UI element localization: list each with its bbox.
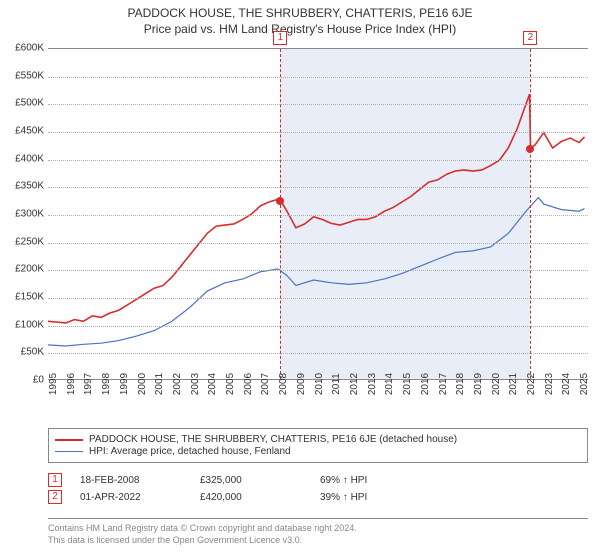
sales-price-1: £325,000 [200,475,320,486]
y-gridline [48,132,588,133]
x-tick: 2003 [190,373,201,395]
x-tick: 1996 [66,373,77,395]
x-tick: 1997 [83,373,94,395]
x-tick: 2015 [402,373,413,395]
sales-marker-2: 2 [48,490,62,504]
y-gridline [48,187,588,188]
sale-dot [276,197,284,205]
y-axis: £0£50K£100K£150K£200K£250K£300K£350K£400… [0,48,46,380]
sales-date-1: 18-FEB-2008 [80,475,200,486]
x-tick: 2013 [367,373,378,395]
x-tick: 2019 [473,373,484,395]
sale-vline [280,49,281,379]
sales-vshpi-2: 39% ↑ HPI [320,492,440,503]
legend-swatch-hpi [55,451,83,452]
y-gridline [48,77,588,78]
y-gridline [48,160,588,161]
series-price_paid [48,94,585,323]
sales-marker-1: 1 [48,473,62,487]
legend-row-price-paid: PADDOCK HOUSE, THE SHRUBBERY, CHATTERIS,… [55,434,581,445]
x-tick: 1999 [119,373,130,395]
y-tick: £600K [15,43,44,54]
chart-titles: PADDOCK HOUSE, THE SHRUBBERY, CHATTERIS,… [0,0,600,38]
y-tick: £550K [15,70,44,81]
y-gridline [48,326,588,327]
y-tick: £350K [15,181,44,192]
sales-row-1: 1 18-FEB-2008 £325,000 69% ↑ HPI [48,473,588,487]
y-gridline [48,298,588,299]
sales-date-2: 01-APR-2022 [80,492,200,503]
sales-row-2: 2 01-APR-2022 £420,000 39% ↑ HPI [48,490,588,504]
sale-vline [530,49,531,379]
x-tick: 1995 [48,373,59,395]
y-tick: £250K [15,236,44,247]
legend-label-hpi: HPI: Average price, detached house, Fenl… [89,446,291,457]
y-tick: £450K [15,126,44,137]
footer: Contains HM Land Registry data © Crown c… [48,518,588,546]
legend-row-hpi: HPI: Average price, detached house, Fenl… [55,446,581,457]
sales-table: 1 18-FEB-2008 £325,000 69% ↑ HPI 2 01-AP… [48,470,588,507]
x-tick: 2022 [526,373,537,395]
x-tick: 2009 [296,373,307,395]
sales-price-2: £420,000 [200,492,320,503]
chart-container: PADDOCK HOUSE, THE SHRUBBERY, CHATTERIS,… [0,0,600,560]
sales-vshpi-1: 69% ↑ HPI [320,475,440,486]
x-tick: 2016 [420,373,431,395]
y-tick: £50K [21,347,44,358]
chart-lines-svg [48,49,588,379]
x-tick: 2010 [314,373,325,395]
y-tick: £0 [33,375,44,386]
y-gridline [48,270,588,271]
x-tick: 2002 [172,373,183,395]
x-tick: 2004 [207,373,218,395]
footer-line-1: Contains HM Land Registry data © Crown c… [48,523,588,535]
x-tick: 2023 [544,373,555,395]
x-tick: 2018 [455,373,466,395]
x-tick: 2000 [137,373,148,395]
x-tick: 2006 [243,373,254,395]
sale-marker-box: 1 [273,31,287,45]
legend-swatch-price-paid [55,439,83,441]
plot-area: 12 [48,48,588,380]
y-gridline [48,353,588,354]
x-tick: 2025 [579,373,590,395]
x-axis: 1995199619971998199920002001200220032004… [48,382,588,422]
x-tick: 2001 [154,373,165,395]
y-tick: £400K [15,153,44,164]
y-tick: £100K [15,319,44,330]
y-tick: £150K [15,292,44,303]
y-tick: £300K [15,209,44,220]
chart-title-main: PADDOCK HOUSE, THE SHRUBBERY, CHATTERIS,… [0,6,600,20]
x-tick: 2005 [225,373,236,395]
x-tick: 2021 [508,373,519,395]
series-hpi [48,198,585,347]
sale-dot [526,145,534,153]
x-tick: 2011 [331,373,342,395]
sale-marker-box: 2 [523,31,537,45]
y-gridline [48,215,588,216]
y-tick: £500K [15,98,44,109]
x-tick: 2007 [260,373,271,395]
x-tick: 2012 [349,373,360,395]
x-tick: 2024 [561,373,572,395]
footer-line-2: This data is licensed under the Open Gov… [48,535,588,547]
x-tick: 2020 [491,373,502,395]
chart-title-sub: Price paid vs. HM Land Registry's House … [0,22,600,36]
x-tick: 2017 [438,373,449,395]
legend-box: PADDOCK HOUSE, THE SHRUBBERY, CHATTERIS,… [48,428,588,463]
x-tick: 1998 [101,373,112,395]
legend-label-price-paid: PADDOCK HOUSE, THE SHRUBBERY, CHATTERIS,… [89,434,457,445]
y-gridline [48,104,588,105]
y-tick: £200K [15,264,44,275]
x-tick: 2014 [384,373,395,395]
y-gridline [48,243,588,244]
x-tick: 2008 [278,373,289,395]
